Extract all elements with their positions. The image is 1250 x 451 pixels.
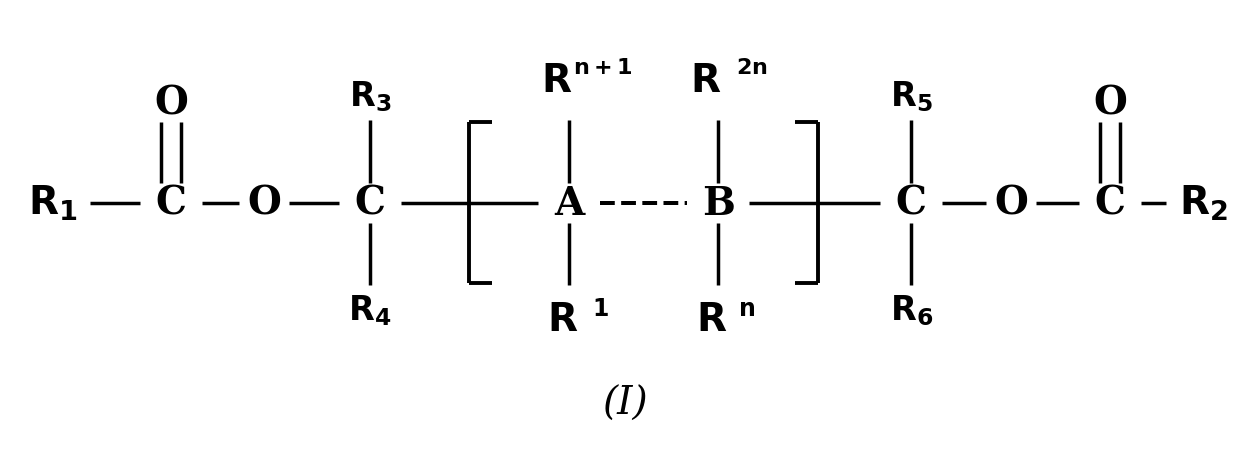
- Text: C: C: [355, 184, 385, 222]
- Text: $\mathbf{R}$: $\mathbf{R}$: [690, 62, 721, 100]
- Text: O: O: [154, 84, 188, 122]
- Text: $\mathbf{n+1}$: $\mathbf{n+1}$: [572, 56, 632, 78]
- Text: $\mathbf{2n}$: $\mathbf{2n}$: [736, 56, 768, 78]
- Text: O: O: [1094, 84, 1128, 122]
- Text: $\mathbf{R_4}$: $\mathbf{R_4}$: [349, 293, 391, 327]
- Text: B: B: [703, 184, 735, 222]
- Text: $\mathbf{R_2}$: $\mathbf{R_2}$: [1179, 184, 1228, 223]
- Text: O: O: [994, 184, 1028, 222]
- Text: $\mathbf{R_3}$: $\mathbf{R_3}$: [349, 79, 391, 114]
- Text: $\mathbf{R}$: $\mathbf{R}$: [541, 62, 572, 100]
- Text: O: O: [248, 184, 281, 222]
- Text: A: A: [554, 184, 584, 222]
- Text: $\mathbf{R_5}$: $\mathbf{R_5}$: [890, 79, 932, 114]
- Text: $\mathbf{R_6}$: $\mathbf{R_6}$: [890, 293, 932, 327]
- Text: C: C: [155, 184, 186, 222]
- Text: (I): (I): [602, 385, 648, 422]
- Text: $\mathbf{R}$: $\mathbf{R}$: [696, 300, 728, 338]
- Text: C: C: [1095, 184, 1126, 222]
- Text: $\mathbf{n}$: $\mathbf{n}$: [739, 296, 755, 320]
- Text: $\mathbf{R_1}$: $\mathbf{R_1}$: [28, 184, 78, 223]
- Text: $\mathbf{R}$: $\mathbf{R}$: [548, 300, 579, 338]
- Text: C: C: [896, 184, 926, 222]
- Text: $\mathbf{1}$: $\mathbf{1}$: [591, 296, 609, 320]
